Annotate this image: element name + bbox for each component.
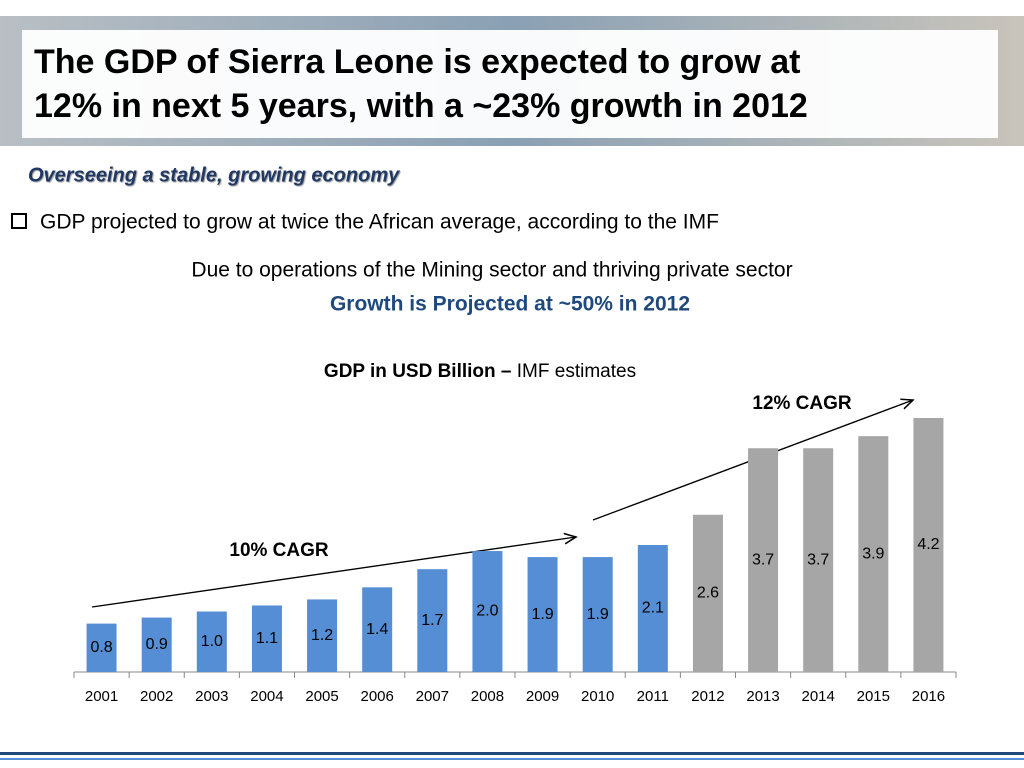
value-label: 1.9 (587, 606, 609, 623)
bar (472, 551, 503, 672)
bar (362, 587, 393, 672)
x-tick-label: 2005 (305, 688, 338, 705)
value-label: 0.9 (146, 636, 168, 653)
value-label: 1.4 (366, 621, 388, 638)
annotation: 10% CAGR (229, 540, 329, 561)
x-tick-label: 2011 (637, 688, 669, 705)
x-tick-label: 2007 (416, 688, 449, 705)
x-tick-label: 2012 (691, 688, 724, 705)
bar (307, 599, 338, 672)
x-tick-label: 2016 (912, 688, 945, 705)
chart-title: GDP in USD Billion – IMF estimates (324, 361, 636, 382)
value-label: 1.7 (421, 612, 443, 629)
bar (858, 436, 889, 672)
bar (803, 448, 834, 672)
bar (913, 418, 944, 672)
value-label: 2.1 (642, 600, 664, 617)
highlight: Growth is Projected at ~50% in 2012 (330, 293, 690, 316)
value-label: 1.1 (256, 630, 278, 647)
value-label: 1.0 (201, 633, 223, 650)
bar (417, 569, 448, 672)
x-tick-label: 2006 (361, 688, 394, 705)
bar (637, 545, 668, 672)
chart-title-main: GDP in USD Billion – (324, 361, 512, 382)
subtitle: Overseeing a stable, growing economy (28, 164, 400, 186)
value-label: 3.9 (862, 545, 884, 562)
footer-line (0, 752, 1024, 755)
value-label: 4.2 (917, 536, 939, 553)
bullet-text: GDP projected to grow at twice the Afric… (40, 211, 719, 234)
slide-title: The GDP of Sierra Leone is expected to g… (34, 43, 800, 81)
x-tick-label: 2003 (195, 688, 228, 705)
value-label: 2.0 (476, 603, 498, 620)
title-box (22, 30, 998, 138)
x-tick-label: 2004 (250, 688, 283, 705)
annotation: 12% CAGR (752, 393, 852, 414)
x-tick-label: 2014 (802, 688, 835, 705)
x-tick-label: 2013 (746, 688, 779, 705)
slide-title: 12% in next 5 years, with a ~23% growth … (34, 87, 808, 125)
x-tick-label: 2008 (471, 688, 504, 705)
x-tick-label: 2015 (857, 688, 890, 705)
bar (582, 557, 613, 672)
value-label: 2.6 (697, 585, 719, 602)
bar (527, 557, 558, 672)
value-label: 1.9 (531, 606, 553, 623)
bar (86, 623, 117, 672)
x-tick-label: 2002 (140, 688, 173, 705)
bar (748, 448, 779, 672)
bar (141, 617, 172, 672)
bar (251, 605, 282, 672)
x-tick-label: 2001 (85, 688, 118, 705)
value-label: 1.2 (311, 627, 333, 644)
note: Due to operations of the Mining sector a… (191, 259, 792, 282)
x-tick-label: 2010 (581, 688, 614, 705)
footer-line (0, 758, 1024, 760)
bar (196, 611, 227, 672)
value-label: 3.7 (752, 551, 774, 568)
value-label: 0.8 (90, 639, 112, 656)
cagr-arrow (91, 537, 576, 608)
chart-title-note: IMF estimates (517, 361, 636, 382)
bullet-icon (11, 213, 27, 229)
value-label: 3.7 (807, 551, 829, 568)
x-tick-label: 2009 (526, 688, 559, 705)
bar (692, 514, 723, 672)
